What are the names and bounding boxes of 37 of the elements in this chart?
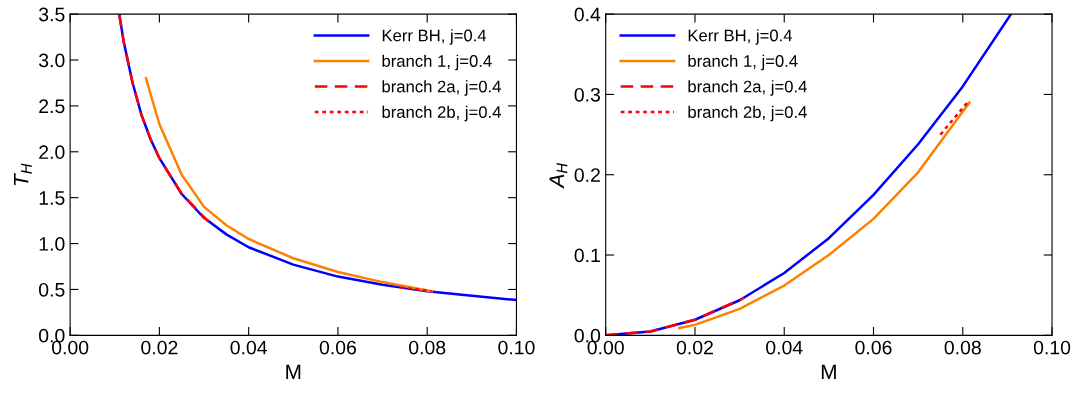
x-tick-label: 0.02 — [676, 340, 713, 355]
legend-label: branch 2b, j=0.4 — [688, 105, 807, 122]
y-tick-label: 1.0 — [39, 237, 65, 251]
x-tick-label: 0.06 — [319, 340, 356, 355]
x-axis-title: M — [286, 364, 301, 379]
x-axis-title: M — [821, 364, 836, 379]
x-tick-label: 0.04 — [766, 340, 803, 355]
y-tick-label: 2.5 — [39, 99, 65, 114]
x-tick-label: 0.08 — [409, 340, 446, 355]
y-tick-label: 0.3 — [574, 87, 600, 102]
y-axis-title: T$_{H}$ — [13, 163, 32, 186]
line-series — [605, 296, 746, 336]
y-tick-label: 3.0 — [38, 53, 65, 68]
legend-label: Kerr BH, j=0.4 — [382, 29, 487, 45]
legend-label: branch 2b, j=0.4 — [382, 105, 501, 122]
legend-label: branch 2a, j=0.4 — [688, 80, 807, 96]
y-tick-label: 2.0 — [39, 145, 65, 160]
legend-label: Kerr BH, j=0.4 — [688, 29, 793, 45]
line-series — [117, 14, 210, 223]
x-tick-label: 0.10 — [1033, 340, 1071, 355]
line-series — [144, 77, 433, 293]
x-tick-label: 0.06 — [855, 340, 892, 355]
y-axis-title: A$_{H}$ — [549, 162, 568, 189]
x-tick-label: 0.02 — [141, 340, 178, 355]
line-series — [678, 101, 971, 330]
y-tick-label: 3.5 — [38, 7, 65, 22]
y-tick-label: 0.2 — [574, 168, 600, 182]
y-tick-label: 0.1 — [574, 248, 600, 263]
legend-label: branch 1, j=0.4 — [382, 54, 492, 71]
legend-label: branch 1, j=0.4 — [688, 54, 798, 71]
x-tick-label: 0.08 — [944, 340, 981, 355]
legend-label: branch 2a, j=0.4 — [382, 80, 501, 96]
x-tick-label: 0.04 — [230, 340, 268, 355]
y-tick-label: 0.4 — [574, 7, 601, 22]
y-tick-label: 1.5 — [39, 191, 65, 205]
y-tick-label: 0.5 — [39, 282, 65, 297]
x-tick-label: 0.10 — [498, 340, 535, 355]
